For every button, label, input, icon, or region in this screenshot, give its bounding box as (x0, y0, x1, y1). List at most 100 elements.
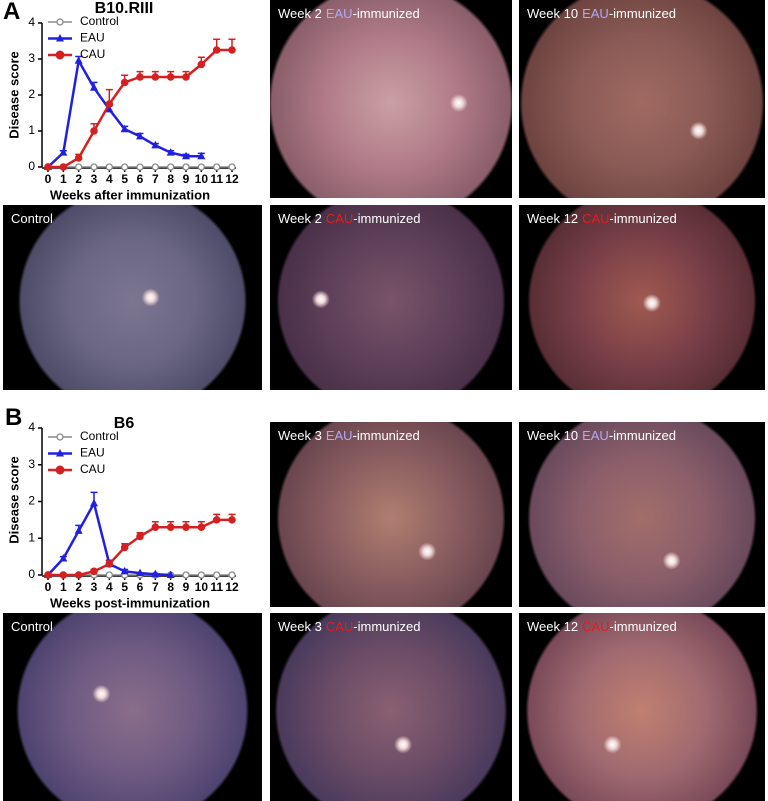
caption-suffix: -immunized (353, 619, 421, 634)
panel-label: B (5, 404, 23, 431)
caption-group: EAU (325, 6, 353, 21)
marker (167, 163, 175, 171)
caption-suffix: -immunized (352, 428, 420, 443)
chart-title: B6 (114, 415, 135, 432)
marker (120, 543, 129, 552)
caption-group: CAU (582, 619, 610, 634)
legend-marker (55, 50, 65, 60)
marker (90, 498, 98, 507)
image-caption: Week 10 EAU-immunized (527, 6, 676, 21)
x-tick-label: 8 (167, 580, 174, 594)
y-tick-label: 1 (28, 530, 35, 544)
marker (136, 532, 144, 541)
x-axis-label: Weeks post-immunization (50, 595, 210, 610)
marker (151, 523, 160, 532)
x-tick-label: 2 (75, 172, 82, 186)
marker (136, 568, 144, 577)
marker (105, 104, 114, 113)
marker (59, 571, 68, 579)
x-tick-label: 8 (167, 172, 174, 186)
caption-suffix: -immunized (608, 6, 676, 21)
x-tick-label: 5 (121, 172, 128, 186)
caption-week: Week 2 (278, 6, 322, 21)
marker (166, 148, 175, 156)
marker (74, 154, 83, 162)
marker (151, 163, 159, 171)
marker (59, 163, 68, 171)
marker (90, 163, 98, 171)
x-tick-label: 12 (225, 580, 239, 594)
x-tick-label: 10 (195, 580, 209, 594)
marker (213, 163, 221, 171)
caption-group: EAU (582, 6, 609, 21)
x-tick-label: 9 (183, 172, 190, 186)
legend-label: Control (80, 14, 119, 28)
x-tick-label: 7 (152, 172, 159, 186)
marker (166, 73, 175, 81)
y-tick-label: 4 (28, 15, 35, 29)
caption-week: Week 12 (527, 619, 579, 634)
marker (182, 163, 190, 171)
marker (197, 571, 205, 579)
legend-label: EAU (80, 446, 105, 460)
caption-suffix: -immunized (353, 211, 421, 226)
legend-marker (56, 449, 64, 457)
marker (197, 60, 206, 69)
fundus-image: Week 2 EAU-immunized (270, 0, 512, 198)
x-tick-label: 4 (106, 172, 113, 186)
x-tick-label: 12 (225, 172, 239, 186)
caption-group: CAU (582, 211, 610, 226)
x-tick-label: 0 (45, 172, 52, 186)
marker (228, 46, 236, 54)
fundus-image: Week 10 EAU-immunized (519, 422, 765, 607)
image-caption: Week 2 EAU-immunized (278, 6, 420, 21)
y-axis-label: Disease score (6, 456, 21, 543)
marker (105, 571, 113, 579)
x-tick-label: 2 (75, 580, 82, 594)
caption-suffix: -immunized (609, 619, 677, 634)
x-tick-label: 3 (91, 172, 98, 186)
x-tick-label: 9 (183, 580, 190, 594)
caption-week: Week 3 (278, 619, 322, 634)
image-caption: Week 10 EAU-immunized (527, 428, 676, 443)
x-tick-label: 10 (195, 172, 209, 186)
marker (74, 571, 83, 579)
marker (212, 516, 221, 524)
x-tick-label: 6 (137, 580, 144, 594)
x-tick-label: 1 (60, 172, 67, 186)
marker (228, 163, 236, 171)
y-tick-label: 0 (28, 159, 35, 173)
marker (90, 567, 98, 576)
marker (44, 571, 52, 579)
image-caption: Week 3 EAU-immunized (278, 428, 420, 443)
y-tick-label: 3 (28, 457, 35, 471)
image-caption: Control (11, 619, 53, 634)
marker (120, 78, 129, 87)
marker (228, 516, 236, 524)
y-tick-label: 4 (28, 420, 35, 434)
fundus-image: Week 2 CAU-immunized (270, 205, 512, 390)
image-caption: Week 3 CAU-immunized (278, 619, 420, 634)
marker (166, 570, 175, 578)
marker (151, 140, 160, 149)
fundus-image: Week 12 CAU-immunized (519, 613, 765, 801)
marker (228, 571, 236, 579)
x-axis-label: Weeks after immunization (50, 187, 210, 202)
image-caption: Control (11, 211, 53, 226)
legend-marker (55, 465, 65, 475)
chart-title: B10.RIII (95, 0, 154, 17)
fundus-image: Control (3, 613, 262, 801)
image-caption: Week 2 CAU-immunized (278, 211, 420, 226)
marker (182, 73, 190, 81)
marker (182, 571, 190, 579)
x-tick-label: 6 (137, 172, 144, 186)
fundus-image: Week 10 EAU-immunized (519, 0, 765, 198)
marker (59, 148, 68, 156)
caption-week: Week 10 (527, 6, 579, 21)
marker (182, 523, 190, 532)
legend-marker (56, 34, 64, 42)
image-caption: Week 12 CAU-immunized (527, 619, 677, 634)
x-tick-label: 11 (210, 172, 223, 186)
